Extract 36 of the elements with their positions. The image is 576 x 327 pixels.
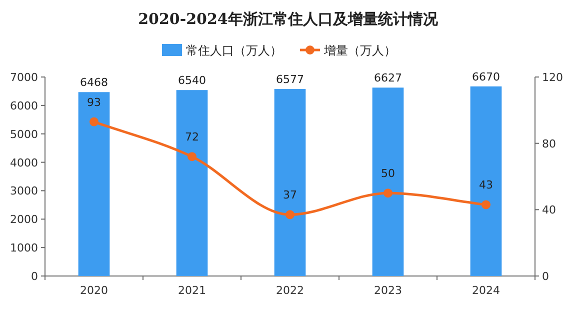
x-tick-label: 2022 (276, 284, 304, 297)
x-tick-label: 2021 (178, 284, 206, 297)
y-tick-label: 5000 (10, 128, 38, 141)
x-tick-label: 2020 (80, 284, 108, 297)
data-label: 37 (283, 188, 297, 202)
y-tick-label: 6000 (10, 99, 38, 112)
x-tick-label: 2023 (374, 284, 402, 297)
point (90, 117, 98, 126)
x-tick-label: 2024 (472, 284, 500, 297)
增量（万人）: 93 72 37 50 43 (87, 96, 493, 220)
y2-tick-label: 40 (542, 204, 556, 217)
point (286, 210, 294, 220)
y2-tick-label: 80 (542, 137, 556, 150)
data-label: 6627 (374, 72, 402, 85)
data-label: 93 (87, 96, 101, 109)
legend-label: 增量（万人） (323, 44, 396, 58)
y-tick-label: 7000 (10, 71, 38, 84)
point (188, 152, 196, 162)
point (384, 188, 392, 198)
y-tick-label: 0 (31, 270, 38, 283)
y-tick-label: 3000 (10, 184, 38, 198)
y2-tick-label: 120 (542, 71, 563, 84)
data-label: 6577 (276, 73, 304, 86)
y2-tick-label: 0 (542, 270, 549, 283)
legend-label: 常住人口（万人） (186, 44, 282, 58)
data-label: 6540 (178, 74, 206, 88)
data-label: 50 (381, 167, 395, 180)
y-tick-label: 2000 (10, 213, 38, 226)
data-label: 6670 (472, 70, 500, 84)
y-tick-label: 1000 (10, 242, 38, 255)
data-label: 72 (185, 130, 199, 144)
y-tick-label: 4000 (10, 156, 38, 170)
data-label: 43 (479, 178, 493, 192)
chart-title: 2020-2024年浙江常住人口及增量统计情况 (138, 10, 439, 28)
data-label: 6468 (80, 76, 108, 90)
point (482, 200, 490, 210)
